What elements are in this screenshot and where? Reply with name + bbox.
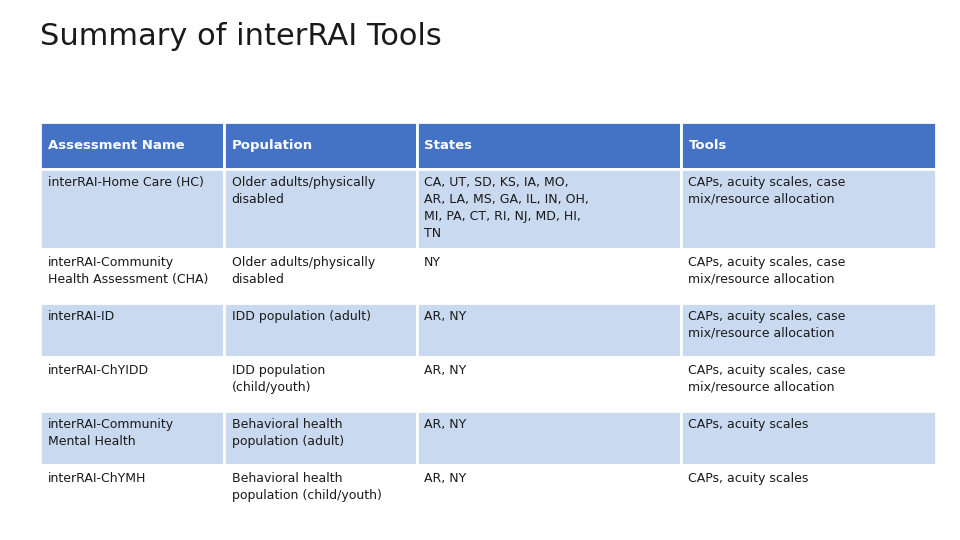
Text: Older adults/physically
disabled: Older adults/physically disabled <box>231 256 374 286</box>
Text: AR, NY: AR, NY <box>424 364 467 377</box>
Text: Tools: Tools <box>688 139 727 152</box>
Text: CA, UT, SD, KS, IA, MO,
AR, LA, MS, GA, IL, IN, OH,
MI, PA, CT, RI, NJ, MD, HI,
: CA, UT, SD, KS, IA, MO, AR, LA, MS, GA, … <box>424 176 589 240</box>
Text: interRAI-Community
Mental Health: interRAI-Community Mental Health <box>48 418 174 448</box>
Text: AR, NY: AR, NY <box>424 310 467 323</box>
Text: CAPs, acuity scales, case
mix/resource allocation: CAPs, acuity scales, case mix/resource a… <box>688 256 846 286</box>
Text: CAPs, acuity scales: CAPs, acuity scales <box>688 418 808 431</box>
Text: interRAI-ChYMH: interRAI-ChYMH <box>48 471 146 484</box>
Text: NY: NY <box>424 256 442 269</box>
Text: Summary of interRAI Tools: Summary of interRAI Tools <box>40 22 442 51</box>
Text: CAPs, acuity scales, case
mix/resource allocation: CAPs, acuity scales, case mix/resource a… <box>688 364 846 394</box>
Text: Older adults/physically
disabled: Older adults/physically disabled <box>231 176 374 206</box>
Text: CAPs, acuity scales: CAPs, acuity scales <box>688 471 808 484</box>
Text: AR, NY: AR, NY <box>424 471 467 484</box>
Text: Behavioral health
population (adult): Behavioral health population (adult) <box>231 418 344 448</box>
Text: States: States <box>424 139 472 152</box>
Text: interRAI-ID: interRAI-ID <box>48 310 115 323</box>
Text: AR, NY: AR, NY <box>424 418 467 431</box>
Text: CAPs, acuity scales, case
mix/resource allocation: CAPs, acuity scales, case mix/resource a… <box>688 176 846 206</box>
Text: interRAI-Community
Health Assessment (CHA): interRAI-Community Health Assessment (CH… <box>48 256 208 286</box>
Text: Population: Population <box>231 139 313 152</box>
Text: interRAI-ChYIDD: interRAI-ChYIDD <box>48 364 149 377</box>
Text: IDD population
(child/youth): IDD population (child/youth) <box>231 364 324 394</box>
Text: Behavioral health
population (child/youth): Behavioral health population (child/yout… <box>231 471 381 502</box>
Text: Assessment Name: Assessment Name <box>48 139 184 152</box>
Text: CAPs, acuity scales, case
mix/resource allocation: CAPs, acuity scales, case mix/resource a… <box>688 310 846 340</box>
Text: interRAI-Home Care (HC): interRAI-Home Care (HC) <box>48 176 204 189</box>
Text: IDD population (adult): IDD population (adult) <box>231 310 371 323</box>
